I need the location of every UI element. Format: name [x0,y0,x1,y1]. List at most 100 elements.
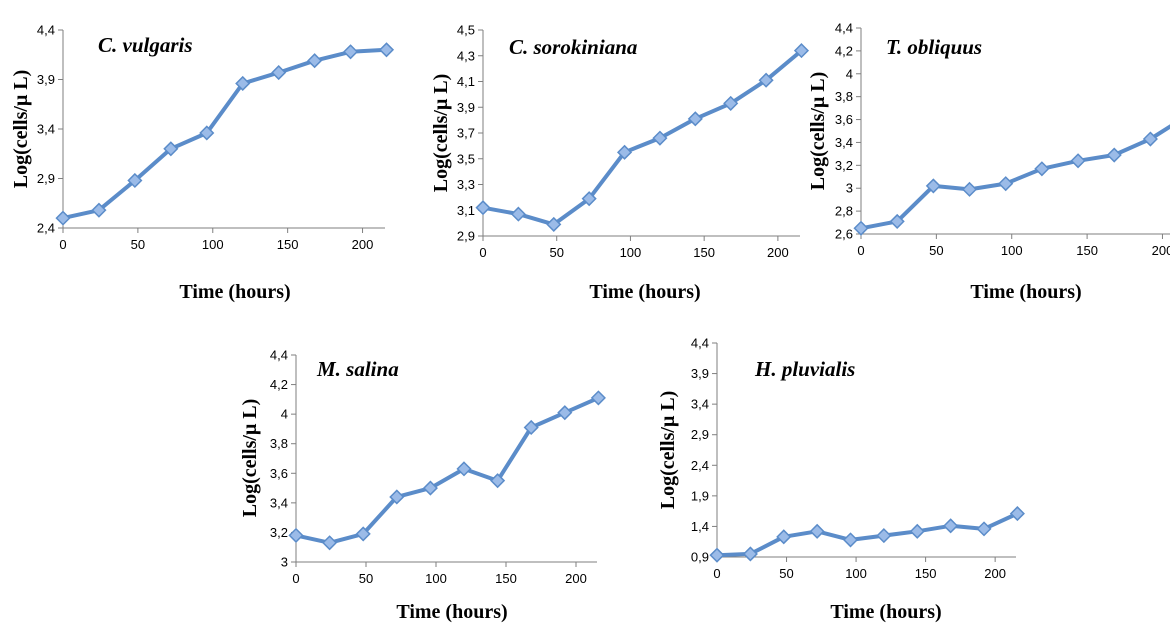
y-tick-label: 2,9 [691,427,709,442]
data-point [557,405,573,421]
series-group [709,506,1025,563]
series-line [481,48,804,227]
y-tick-label: 4,3 [457,48,475,63]
x-tick-label: 50 [359,571,373,586]
y-tick-label: 2,6 [835,227,853,242]
y-axis-title: Log(cells/μ L) [10,70,32,189]
y-tick-label: 4,2 [835,43,853,58]
panel-h-pluvialis: H. pluvialis Time (hours) Log(cells/μ L)… [657,336,1025,623]
data-point [322,535,338,551]
data-point [422,480,438,496]
data-point [853,220,869,236]
x-tick-label: 100 [1001,243,1023,258]
x-tick-label: 0 [713,566,720,581]
x-tick-label: 50 [779,566,793,581]
chart-title: T. obliquus [886,35,982,59]
data-point [1034,161,1050,177]
x-tick-label: 100 [202,237,224,252]
y-tick-label: 3,4 [37,122,55,137]
y-tick-label: 3,2 [835,158,853,173]
x-tick-label: 200 [352,237,374,252]
data-point [652,130,668,146]
data-point [199,125,215,141]
series-line [61,47,389,221]
data-point [523,419,539,436]
data-point [288,527,304,543]
data-point [342,44,359,60]
y-tick-label: 4,1 [457,74,475,89]
data-point [163,141,179,157]
panel-t-obliquus: T. obliquus Time (hours) Log(cells/μ L) … [807,21,1170,303]
data-point [742,546,758,562]
x-tick-label: 50 [549,245,563,260]
x-tick-label: 50 [929,243,943,258]
data-point [475,200,491,216]
x-axis-title: Time (hours) [589,281,700,303]
panel-c-sorokiniana: C. sorokiniana Time (hours) Log(cells/μ … [430,23,810,303]
series-line [294,395,601,545]
series-line [715,511,1020,558]
data-point [809,523,825,539]
y-tick-label: 3,8 [270,436,288,451]
data-point [876,528,892,544]
data-point [91,202,107,218]
data-point [1142,131,1158,147]
y-tick-label: 2,4 [691,458,709,473]
y-tick-label: 3,5 [457,151,475,166]
x-tick-label: 200 [1152,243,1170,258]
data-point [590,390,606,406]
y-axis-title: Log(cells/μ L) [807,72,829,191]
x-tick-label: 200 [984,566,1006,581]
panel-m-salina: M. salina Time (hours) Log(cells/μ L) 3 3… [239,348,606,623]
data-point [490,473,506,489]
x-axis-title: Time (hours) [970,281,1081,303]
data-point [1009,506,1025,522]
y-tick-label: 4,5 [457,23,475,38]
data-point [456,461,472,477]
x-tick-label: 150 [495,571,517,586]
y-tick-label: 3 [281,555,288,570]
x-axis-title: Time (hours) [396,601,507,623]
y-tick-label: 3,2 [270,525,288,540]
y-tick-label: 3,1 [457,203,475,218]
y-tick-label: 3,9 [457,100,475,115]
y-tick-label: 1,4 [691,519,709,534]
series-group [55,42,395,226]
chart-title: C. sorokiniana [509,35,637,59]
x-tick-label: 100 [620,245,642,260]
y-tick-label: 4,4 [37,23,55,38]
data-point [709,547,725,563]
data-point [1070,153,1086,169]
y-axis-title: Log(cells/μ L) [657,391,679,510]
y-tick-label: 3 [846,181,853,196]
x-tick-label: 0 [292,571,299,586]
data-point [271,65,287,81]
y-tick-label: 3,4 [835,135,853,150]
data-point [127,172,143,189]
x-tick-label: 100 [425,571,447,586]
y-tick-label: 4,4 [270,348,288,363]
data-point [355,526,371,542]
x-tick-label: 150 [277,237,299,252]
y-tick-label: 3,6 [835,112,853,127]
y-tick-label: 0,9 [691,550,709,565]
chart-title: C. vulgaris [98,33,193,57]
data-point [925,178,941,194]
x-tick-label: 0 [479,245,486,260]
data-point [758,72,774,88]
x-tick-label: 150 [693,245,715,260]
data-point [546,216,562,232]
data-point [842,532,859,548]
x-tick-label: 0 [59,237,66,252]
y-tick-label: 3,3 [457,177,475,192]
x-tick-label: 150 [915,566,937,581]
y-tick-label: 1,9 [691,488,709,503]
y-tick-label: 2,9 [37,171,55,186]
data-point [616,144,633,160]
data-point [889,213,905,229]
x-axis-title: Time (hours) [830,601,941,623]
y-axis-title: Log(cells/μ L) [239,399,261,518]
x-tick-label: 50 [131,237,145,252]
y-tick-label: 3,9 [691,366,709,381]
y-tick-label: 2,8 [835,204,853,219]
